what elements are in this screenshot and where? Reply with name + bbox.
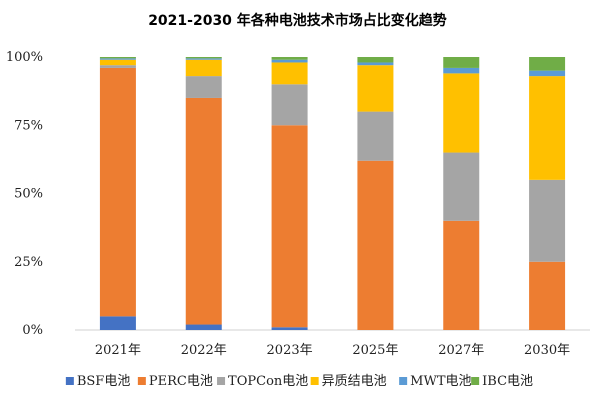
bar-segment — [99, 67, 136, 317]
bar-segment — [271, 84, 308, 126]
bar-segment — [271, 125, 308, 328]
legend-swatch — [399, 377, 408, 385]
x-tick-label: 2025年 — [352, 343, 398, 358]
bar-segment — [443, 67, 480, 74]
legend-swatch — [310, 377, 319, 385]
x-tick-label: 2027年 — [438, 343, 484, 358]
bar-segment — [357, 57, 394, 63]
bar-segment — [529, 57, 566, 71]
bar-segment — [529, 70, 566, 77]
bar-segment — [529, 76, 566, 180]
x-tick-label: 2023年 — [267, 343, 313, 358]
legend-swatch — [137, 377, 146, 385]
bar-segment — [99, 59, 136, 66]
bar-segment — [271, 62, 308, 85]
bar-segment — [271, 57, 308, 60]
bar-segment — [529, 179, 566, 262]
bar-segment — [99, 58, 136, 60]
x-tick-label: 2021年 — [95, 343, 141, 358]
x-tick-label: 2030年 — [524, 343, 570, 358]
legend-label: 异质结电池 — [322, 374, 387, 389]
legend-swatch — [471, 377, 480, 385]
bar-segment — [99, 57, 136, 59]
bar-segment — [357, 160, 394, 330]
bar-segment — [357, 111, 394, 161]
bar-segment — [185, 59, 222, 77]
y-tick-label: 50% — [14, 187, 43, 202]
bar-segment — [185, 57, 222, 59]
y-tick-label: 25% — [14, 255, 43, 270]
bar-segment — [357, 62, 394, 66]
y-tick-label: 100% — [6, 50, 43, 65]
legend-swatch — [65, 377, 74, 385]
bar-segment — [99, 65, 136, 68]
legend-swatch — [217, 377, 226, 385]
y-tick-label: 0% — [22, 323, 43, 338]
bar-segment — [185, 58, 222, 60]
bar-segment — [443, 152, 480, 221]
legend-label: MWT电池 — [410, 374, 471, 389]
chart-title: 2021-2030 年各种电池技术市场占比变化趋势 — [148, 13, 447, 29]
bar-segment — [99, 316, 136, 330]
y-tick-label: 75% — [14, 118, 43, 133]
x-tick-label: 2022年 — [181, 343, 227, 358]
bar-segment — [443, 57, 480, 68]
bar-segment — [185, 324, 222, 330]
legend-label: IBC电池 — [482, 374, 533, 389]
bar-segment — [271, 327, 308, 330]
bar-segment — [185, 97, 222, 325]
bar-segment — [443, 73, 480, 153]
legend-label: PERC电池 — [149, 374, 213, 389]
bar-segment — [271, 59, 308, 63]
bar-segment — [443, 220, 480, 330]
bar-segment — [185, 76, 222, 98]
legend-label: TOPCon电池 — [228, 374, 308, 389]
legend-label: BSF电池 — [77, 374, 130, 389]
bar-segment — [357, 65, 394, 112]
bar-segment — [529, 261, 566, 330]
